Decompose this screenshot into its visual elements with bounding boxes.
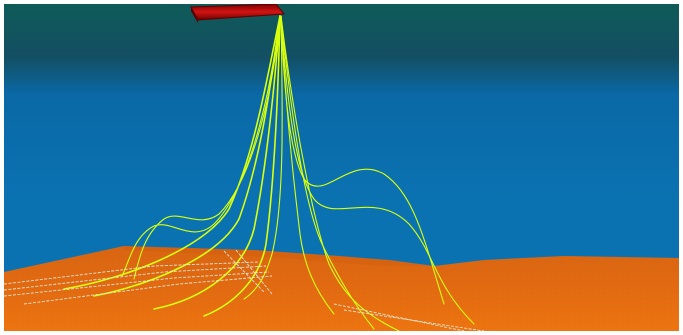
flowline (235, 249, 273, 295)
flowline (4, 271, 270, 297)
riser-line (63, 15, 281, 290)
flowline (343, 309, 485, 331)
riser-line (243, 15, 283, 300)
vessel-hull-side (191, 7, 198, 23)
vessel-hull (190, 4, 285, 21)
subsea-viewport (4, 4, 679, 331)
flowline (4, 261, 260, 285)
seabed-grid (4, 246, 679, 331)
flowline (223, 250, 265, 293)
riser-visualization (4, 4, 679, 331)
riser-line (280, 15, 475, 325)
flowline (333, 303, 465, 331)
riser-line (133, 15, 281, 280)
seabed-ridge-shadow (124, 246, 434, 266)
riser-line (153, 15, 281, 310)
vessel (190, 4, 285, 23)
riser-line (121, 15, 281, 277)
riser-line (280, 15, 335, 315)
flowline (23, 275, 273, 305)
riser-group (4, 15, 485, 331)
thermocline-band (4, 86, 679, 92)
riser-line (203, 15, 281, 317)
